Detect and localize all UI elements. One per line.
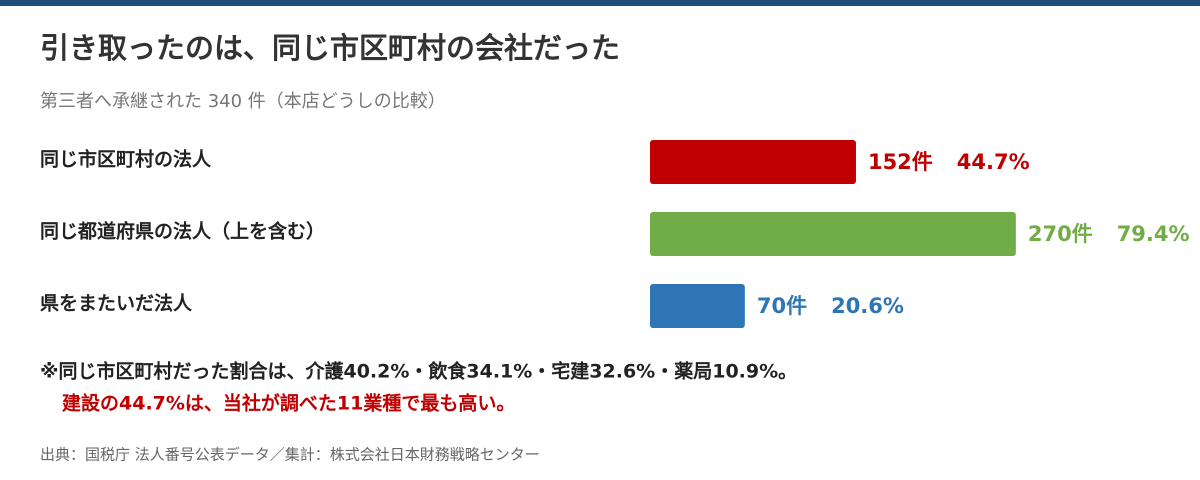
chart-title: 引き取ったのは、同じ市区町村の会社だった: [40, 31, 620, 65]
top-band: [0, 0, 1200, 6]
note: ※同じ市区町村だった割合は、介護40.2%・飲食34.1%・宅建32.6%・薬局…: [40, 360, 797, 383]
category-label: 同じ市区町村の法人: [40, 148, 212, 171]
value-label: 70件: [757, 294, 807, 318]
value-label: 152件: [868, 150, 933, 174]
share-label: 20.6%: [831, 294, 904, 318]
note: 建設の44.7%は、当社が調べた11業種で最も高い。: [62, 392, 515, 415]
bar: [650, 140, 856, 184]
value-label: 270件: [1028, 222, 1093, 246]
share-label: 79.4%: [1117, 222, 1190, 246]
bar: [650, 212, 1016, 256]
bar: [650, 284, 745, 328]
chart-subtitle: 第三者へ承継された 340 件（本店どうしの比較）: [40, 91, 446, 112]
category-label: 同じ都道府県の法人（上を含む）: [40, 220, 325, 243]
category-label: 県をまたいだ法人: [40, 292, 193, 315]
share-label: 44.7%: [957, 150, 1030, 174]
source: 出典：国税庁 法人番号公表データ／集計：株式会社日本財務戦略センター: [40, 446, 540, 464]
